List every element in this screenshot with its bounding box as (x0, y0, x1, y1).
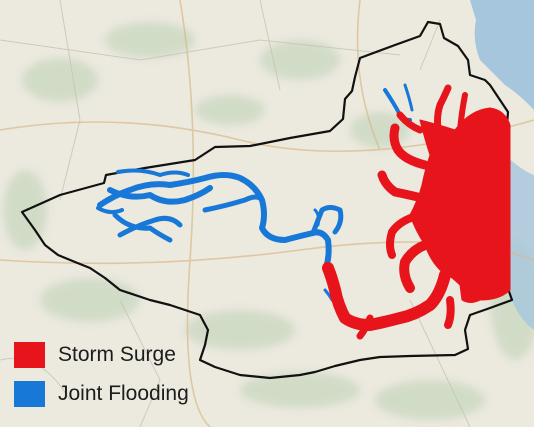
storm-surge-swatch (14, 342, 45, 368)
legend-item-joint-flooding: Joint Flooding (14, 379, 224, 409)
legend: Storm Surge Joint Flooding (14, 340, 224, 418)
joint-flooding-area (96, 83, 414, 302)
legend-item-storm-surge: Storm Surge (14, 340, 224, 370)
storm-surge-area (322, 84, 511, 340)
joint-flooding-swatch (14, 381, 45, 407)
joint-flooding-label: Joint Flooding (58, 382, 189, 405)
storm-surge-label: Storm Surge (58, 343, 176, 366)
